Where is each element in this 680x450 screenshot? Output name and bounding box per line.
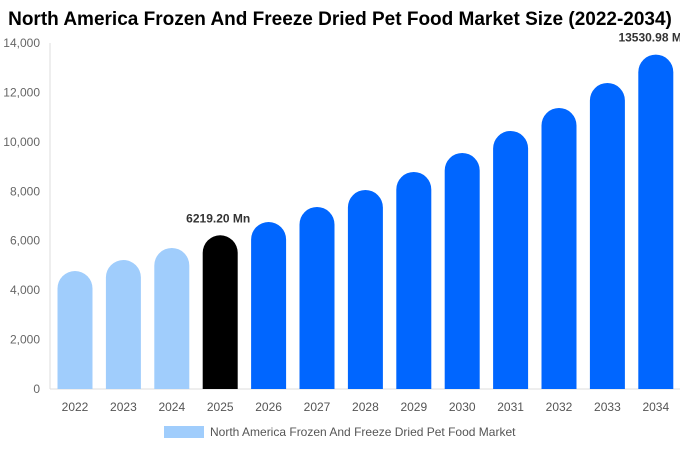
y-tick-label: 2,000 bbox=[10, 333, 40, 347]
chart-title: North America Frozen And Freeze Dried Pe… bbox=[8, 9, 672, 30]
y-tick-label: 6,000 bbox=[10, 234, 40, 248]
x-tick-label: 2025 bbox=[207, 400, 234, 414]
bar-2033 bbox=[589, 82, 625, 389]
data-label: 6219.20 Mn bbox=[186, 211, 250, 225]
legend[interactable]: North America Frozen And Freeze Dried Pe… bbox=[164, 425, 515, 439]
x-tick-label: 2030 bbox=[449, 400, 476, 414]
x-tick-label: 2029 bbox=[400, 400, 427, 414]
y-tick-label: 8,000 bbox=[10, 184, 40, 198]
x-tick-label: 2027 bbox=[304, 400, 331, 414]
bar-2024 bbox=[154, 247, 190, 389]
y-tick-label: 0 bbox=[33, 382, 40, 396]
x-tick-label: 2028 bbox=[352, 400, 379, 414]
y-tick-label: 4,000 bbox=[10, 283, 40, 297]
y-tick-label: 12,000 bbox=[3, 85, 40, 99]
x-tick-label: 2024 bbox=[158, 400, 185, 414]
x-tick-label: 2023 bbox=[110, 400, 137, 414]
bar-2026 bbox=[251, 221, 287, 389]
data-label: 13530.98 Mn bbox=[618, 31, 680, 45]
y-tick-label: 10,000 bbox=[3, 135, 40, 149]
x-tick-label: 2022 bbox=[62, 400, 89, 414]
legend-swatch bbox=[164, 426, 204, 438]
x-tick-label: 2026 bbox=[255, 400, 282, 414]
x-tick-label: 2032 bbox=[546, 400, 573, 414]
x-tick-label: 2034 bbox=[642, 400, 669, 414]
bar-2022 bbox=[57, 270, 93, 389]
bar-2029 bbox=[396, 171, 432, 389]
legend-label: North America Frozen And Freeze Dried Pe… bbox=[210, 425, 516, 439]
x-tick-label: 2033 bbox=[594, 400, 621, 414]
bar-2028 bbox=[347, 189, 383, 389]
y-tick-label: 14,000 bbox=[3, 36, 40, 50]
bar-2025 bbox=[202, 235, 238, 389]
bar-2023 bbox=[105, 260, 141, 389]
bar-2032 bbox=[541, 107, 577, 390]
bar-2034 bbox=[638, 54, 674, 390]
bar-2027 bbox=[299, 206, 335, 389]
x-tick-label: 2031 bbox=[497, 400, 524, 414]
bar-2030 bbox=[444, 152, 480, 389]
bar-2031 bbox=[493, 130, 529, 390]
